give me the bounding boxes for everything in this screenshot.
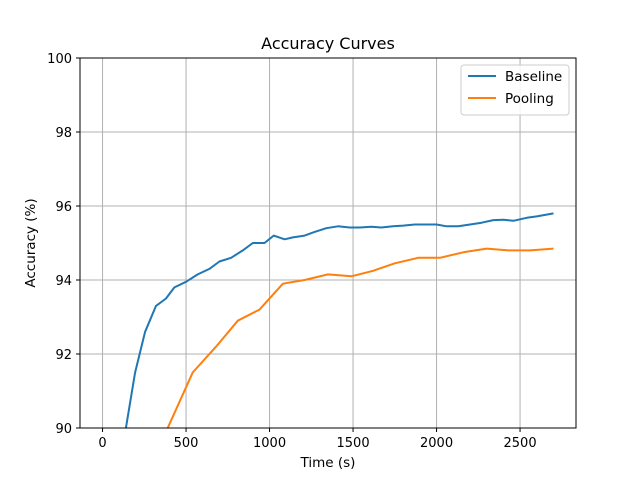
legend-box bbox=[460, 64, 570, 116]
y-tick-label: 98 bbox=[55, 126, 72, 141]
series-layer bbox=[124, 212, 554, 428]
x-tick-label: 2000 bbox=[420, 436, 453, 451]
series-line-baseline bbox=[124, 212, 554, 428]
y-axis-label: Accuracy (%) bbox=[23, 198, 39, 287]
x-axis-label: Time (s) bbox=[300, 455, 356, 471]
x-tick-label: 1000 bbox=[253, 436, 286, 451]
legend-label-pooling: Pooling bbox=[505, 91, 554, 107]
ticks: 0 500 1000 1500 2000 2500 90 92 94 96 98 100 bbox=[47, 52, 536, 451]
x-tick-label: 2500 bbox=[504, 436, 537, 451]
y-tick-label: 94 bbox=[55, 274, 72, 289]
legend: Baseline Pooling bbox=[460, 64, 570, 116]
chart-title: Accuracy Curves bbox=[261, 34, 395, 53]
y-tick-label: 90 bbox=[55, 422, 72, 437]
x-tick-label: 500 bbox=[174, 436, 199, 451]
x-tick-label: 1500 bbox=[337, 436, 370, 451]
y-tick-label: 96 bbox=[55, 200, 72, 215]
legend-label-baseline: Baseline bbox=[505, 69, 562, 85]
y-tick-label: 100 bbox=[47, 52, 72, 67]
y-tick-label: 92 bbox=[55, 348, 72, 363]
series-line-pooling bbox=[166, 247, 554, 428]
plot-frame bbox=[79, 57, 577, 429]
x-tick-label: 0 bbox=[98, 436, 106, 451]
